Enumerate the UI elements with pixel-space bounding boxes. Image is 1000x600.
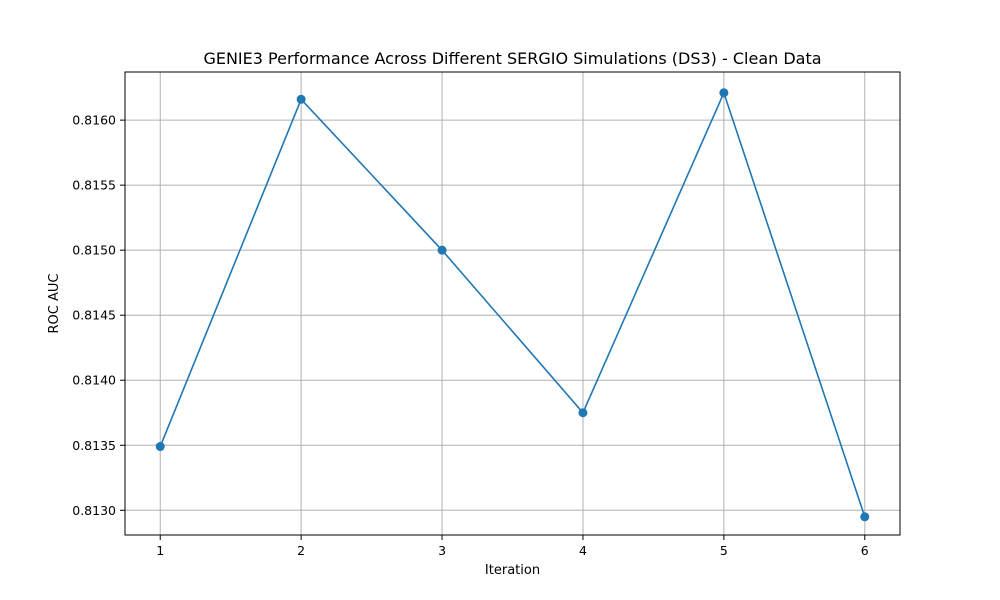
series-layer	[155, 88, 870, 522]
data-point	[719, 88, 729, 98]
x-tick-label: 6	[861, 543, 869, 558]
x-tick-label: 5	[720, 543, 728, 558]
y-tick-label: 0.8160	[72, 113, 116, 128]
chart-title: GENIE3 Performance Across Different SERG…	[203, 49, 821, 68]
y-tick-label: 0.8155	[72, 178, 116, 193]
x-tick-label: 2	[297, 543, 305, 558]
x-tick-label: 4	[579, 543, 587, 558]
y-tick-label: 0.8130	[72, 503, 116, 518]
series-line	[159, 90, 866, 518]
grid	[125, 72, 900, 535]
data-point	[578, 408, 588, 418]
plot-frame	[124, 71, 901, 536]
data-point	[296, 94, 306, 104]
y-tick-label: 0.8145	[72, 308, 116, 323]
data-point	[860, 512, 870, 522]
y-axis-label: ROC AUC	[47, 274, 62, 334]
y-tick-label: 0.8150	[72, 243, 116, 258]
x-tick-label: 3	[438, 543, 446, 558]
y-tick-label: 0.8140	[72, 373, 116, 388]
data-point	[155, 442, 165, 452]
y-tick-label: 0.8135	[72, 438, 116, 453]
tick-layer: 1 2 3 4 5 6 0.8130 0.8135 0.8140 0.8145 0.8150 0.81…	[72, 113, 869, 558]
x-axis-label: Iteration	[485, 563, 540, 578]
data-point	[437, 245, 447, 255]
x-tick-label: 1	[156, 543, 164, 558]
